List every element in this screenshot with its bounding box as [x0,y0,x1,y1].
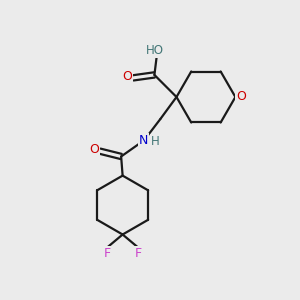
Text: O: O [122,70,132,83]
Text: F: F [134,247,142,260]
Text: F: F [104,247,111,260]
Text: O: O [236,91,246,103]
Text: HO: HO [146,44,164,57]
Text: O: O [89,143,99,156]
Text: H: H [151,135,160,148]
Text: N: N [139,134,148,147]
